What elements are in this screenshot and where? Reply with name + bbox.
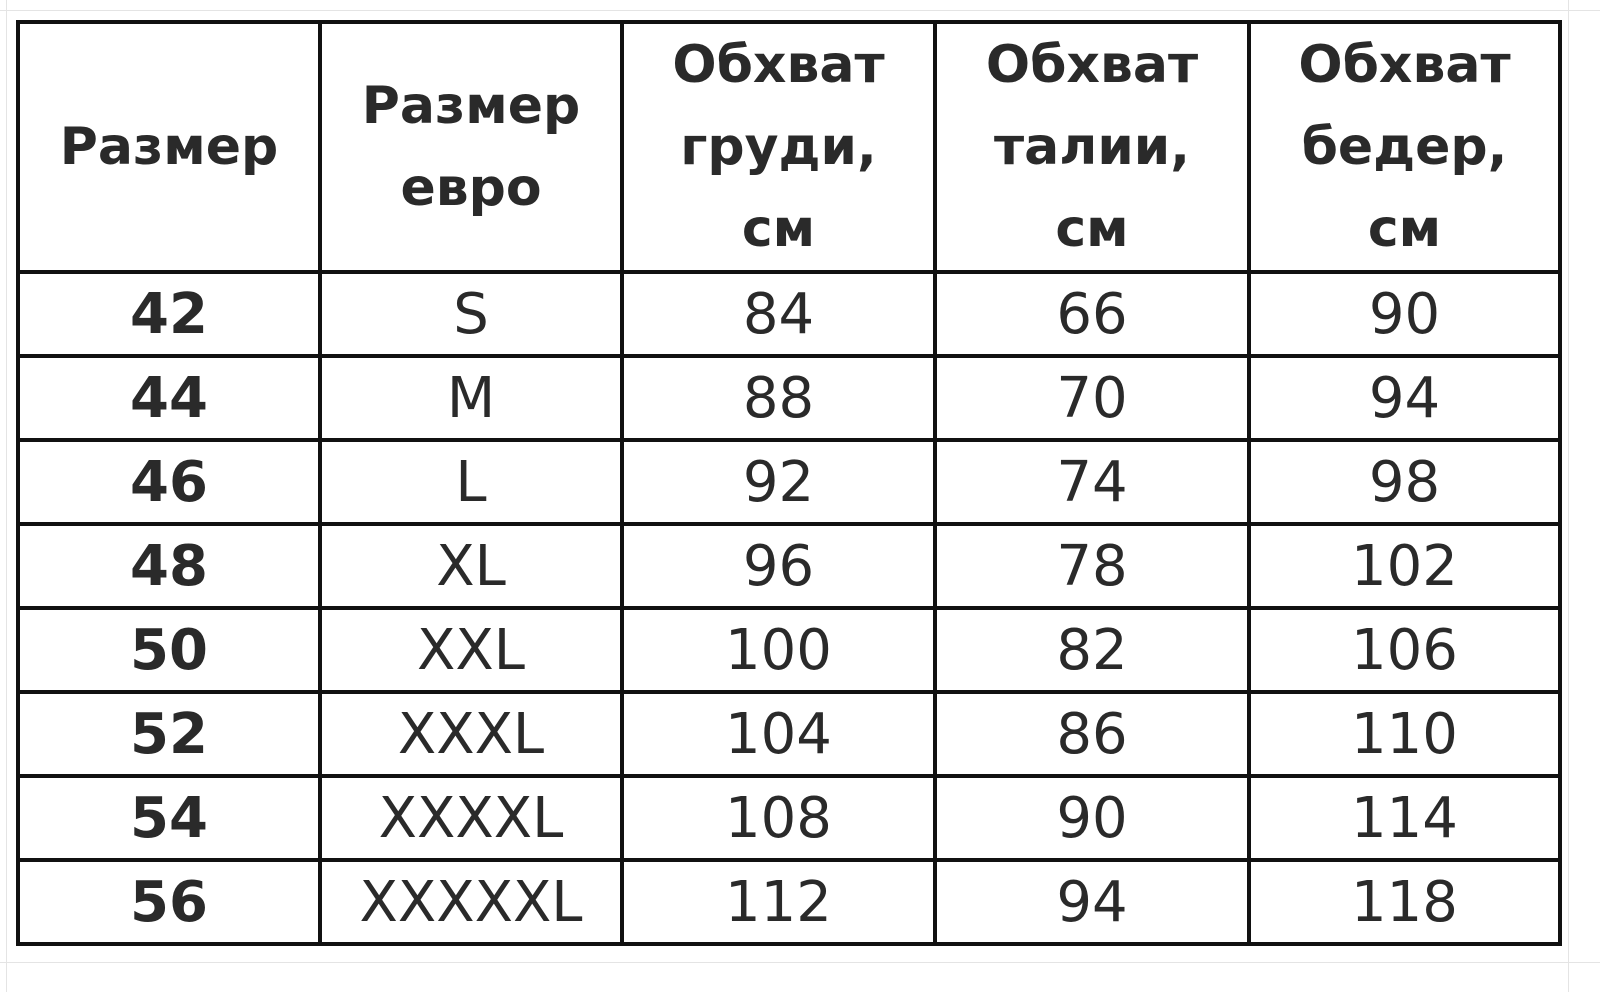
table-cell: 114 bbox=[1247, 774, 1562, 862]
sheet-grid-line bbox=[6, 0, 7, 992]
table-cell: 98 bbox=[1247, 438, 1562, 526]
table-cell: 46 bbox=[16, 438, 322, 526]
table-body: 42 S 84 66 90 44 M 88 70 94 46 L 92 74 98 48 XL 96 78 102 50… bbox=[16, 270, 1562, 946]
table-cell: XXXL bbox=[318, 690, 624, 778]
table-cell: 66 bbox=[933, 270, 1251, 358]
table-cell: 94 bbox=[933, 858, 1251, 946]
header-cell: Размер bbox=[16, 20, 322, 274]
table-cell: 52 bbox=[16, 690, 322, 778]
table-row: 44 M 88 70 94 bbox=[16, 354, 1562, 442]
table-cell: 104 bbox=[620, 690, 937, 778]
table-row: 46 L 92 74 98 bbox=[16, 438, 1562, 526]
table-cell: 84 bbox=[620, 270, 937, 358]
table-cell: XXXXL bbox=[318, 774, 624, 862]
table-row: 50 XXL 100 82 106 bbox=[16, 606, 1562, 694]
table-cell: XL bbox=[318, 522, 624, 610]
table-cell: 108 bbox=[620, 774, 937, 862]
table-cell: 90 bbox=[1247, 270, 1562, 358]
table-cell: 48 bbox=[16, 522, 322, 610]
table-cell: 56 bbox=[16, 858, 322, 946]
table-cell: 102 bbox=[1247, 522, 1562, 610]
header-row: Размер Размер евро Обхват груди, см Обхват … bbox=[16, 20, 1562, 274]
table-cell: 94 bbox=[1247, 354, 1562, 442]
table-cell: 82 bbox=[933, 606, 1251, 694]
header-cell: Размер евро bbox=[318, 20, 624, 274]
table-cell: 86 bbox=[933, 690, 1251, 778]
table-cell: L bbox=[318, 438, 624, 526]
table-cell: 44 bbox=[16, 354, 322, 442]
table-cell: 118 bbox=[1247, 858, 1562, 946]
sheet-grid-line bbox=[0, 10, 1600, 11]
sheet-grid-line bbox=[1568, 0, 1569, 992]
sheet-grid-line bbox=[0, 962, 1600, 963]
table-cell: 42 bbox=[16, 270, 322, 358]
table-cell: 100 bbox=[620, 606, 937, 694]
table-cell: 50 bbox=[16, 606, 322, 694]
table-cell: 110 bbox=[1247, 690, 1562, 778]
table-cell: 54 bbox=[16, 774, 322, 862]
table-cell: 74 bbox=[933, 438, 1251, 526]
table-row: 42 S 84 66 90 bbox=[16, 270, 1562, 358]
table-cell: 88 bbox=[620, 354, 937, 442]
table-row: 48 XL 96 78 102 bbox=[16, 522, 1562, 610]
table-cell: 96 bbox=[620, 522, 937, 610]
table-cell: 90 bbox=[933, 774, 1251, 862]
size-table: Размер Размер евро Обхват груди, см Обхват … bbox=[16, 20, 1562, 946]
table-row: 56 XXXXXL 112 94 118 bbox=[16, 858, 1562, 946]
table-cell: M bbox=[318, 354, 624, 442]
table-cell: S bbox=[318, 270, 624, 358]
table-row: 52 XXXL 104 86 110 bbox=[16, 690, 1562, 778]
table-cell: 70 bbox=[933, 354, 1251, 442]
table-cell: XXL bbox=[318, 606, 624, 694]
table-cell: 78 bbox=[933, 522, 1251, 610]
table-row: 54 XXXXL 108 90 114 bbox=[16, 774, 1562, 862]
table-cell: 106 bbox=[1247, 606, 1562, 694]
table-cell: 112 bbox=[620, 858, 937, 946]
table-cell: XXXXXL bbox=[318, 858, 624, 946]
header-cell: Обхват талии, см bbox=[933, 20, 1251, 274]
table-cell: 92 bbox=[620, 438, 937, 526]
header-cell: Обхват бедер, см bbox=[1247, 20, 1562, 274]
header-cell: Обхват груди, см bbox=[620, 20, 937, 274]
